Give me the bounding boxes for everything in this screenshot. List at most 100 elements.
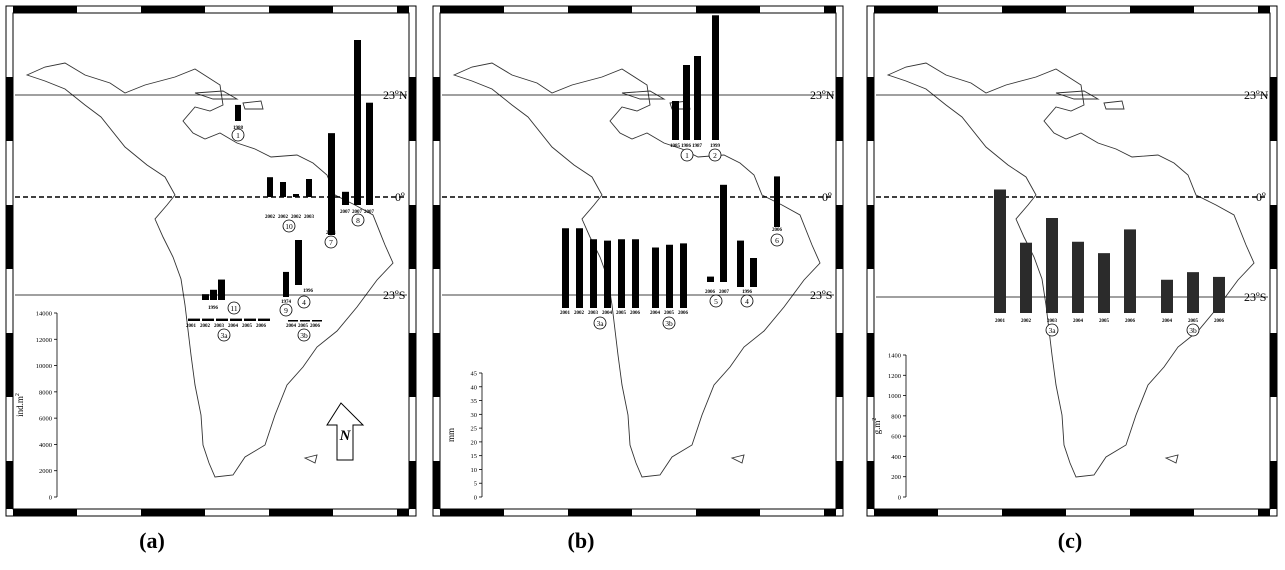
bar <box>202 294 209 300</box>
site-number-label: 3a <box>220 331 228 340</box>
panel-b-label: (b) <box>567 528 595 553</box>
site-number-circle <box>351 213 365 227</box>
bar <box>750 258 757 287</box>
year-label: 2006 <box>772 228 783 233</box>
site-number-circle <box>770 233 784 247</box>
site-number-circle <box>708 148 722 162</box>
y-axis-title-text: g.m <box>872 421 882 435</box>
y-axis-title-text: mm <box>446 428 456 442</box>
bar <box>218 279 225 300</box>
bar <box>604 240 611 308</box>
bar <box>1072 241 1084 313</box>
y-axis: 0 2000 4000 6000 8000 10000 12000 14000 ind.m2 <box>15 311 58 502</box>
y-tick-label: 0 <box>898 495 901 502</box>
site-8-bars: 2007 2007 2007 <box>340 40 375 215</box>
bar <box>230 318 242 321</box>
site-number-label: 3b <box>1189 326 1197 335</box>
site-number-circle <box>1186 323 1200 337</box>
bar <box>1213 276 1225 313</box>
bar <box>1020 242 1032 313</box>
year-label: 1996 <box>742 290 753 295</box>
bar <box>306 179 312 197</box>
bar <box>280 182 286 197</box>
bar <box>590 239 597 308</box>
y-tick-label: 0 <box>49 495 52 502</box>
site-number-label: 2 <box>713 151 717 160</box>
bar <box>1161 279 1173 313</box>
bar <box>328 133 335 235</box>
y-tick-label: 4000 <box>39 442 52 449</box>
y-tick-label: 35 <box>471 398 478 405</box>
y-tick-label: 5 <box>474 481 477 488</box>
bar <box>694 56 701 140</box>
site-4-bars: 1996 <box>737 240 757 295</box>
site-number-circle <box>227 301 241 315</box>
panel-a-svg: 23ºN0º23ºS020004000600080001000012000140… <box>5 5 417 517</box>
year-label: 2001 <box>326 231 337 236</box>
site-number-circle <box>231 128 245 142</box>
site-number-circle <box>709 294 723 308</box>
lat-label-north: 23ºN <box>1244 88 1269 102</box>
site-number-label: 3b <box>665 319 673 328</box>
y-tick-label: 1400 <box>888 353 901 360</box>
y-axis-title: g.m2 <box>872 418 882 435</box>
y-tick-label: 10 <box>471 467 478 474</box>
site-number-label: 4 <box>302 298 306 307</box>
y-tick-label: 800 <box>891 413 901 420</box>
site-number-label: 3a <box>596 319 604 328</box>
site-number-circle <box>1045 323 1059 337</box>
bar <box>300 320 310 322</box>
y-tick-label: 2000 <box>39 468 52 475</box>
year-label: 2005 <box>298 324 309 329</box>
year-label: 1988 <box>233 126 244 131</box>
map-frame-ticks <box>433 6 843 516</box>
bar <box>576 228 583 308</box>
north-arrow-shape <box>326 402 365 461</box>
year-label: 2006 <box>630 311 641 316</box>
year-label: 2006 <box>1214 319 1225 324</box>
falklands-coastline <box>1164 454 1179 464</box>
coastline-map <box>886 62 1255 478</box>
site-number-label: 1 <box>236 131 240 140</box>
year-label: 2005 <box>664 311 675 316</box>
bar <box>288 320 298 322</box>
year-label: 2002 <box>291 215 302 220</box>
site-number-circle <box>593 316 607 330</box>
bar <box>202 318 214 321</box>
bar <box>293 194 299 197</box>
year-label: 2004 <box>602 311 613 316</box>
site-5-bars: 2006 2007 <box>705 184 730 295</box>
bar <box>235 104 241 121</box>
site-4-bars: 1996 <box>295 240 314 294</box>
year-label: 2002 <box>574 311 585 316</box>
site-number-circle <box>680 148 694 162</box>
year-label: 2001 <box>186 324 197 329</box>
site-number-label: 4 <box>745 297 749 306</box>
year-label: 1985 <box>670 144 681 149</box>
bar <box>720 184 727 282</box>
y-axis: 0 5 10 15 20 25 30 35 40 45 mm <box>446 371 483 502</box>
bar <box>632 239 639 308</box>
bar <box>712 15 719 140</box>
north-arrow-label: N <box>339 428 352 444</box>
americas-coastline <box>452 62 821 478</box>
site-number-label: 1 <box>685 151 689 160</box>
bar <box>1046 218 1058 313</box>
y-tick-label: 25 <box>471 426 478 433</box>
panel-c-label: (c) <box>1057 528 1083 553</box>
year-label: 2004 <box>286 324 297 329</box>
panel-a-map-chart: 23ºN 0º 23ºS 0 2000 4000 6000 8000 10000 12000 140… <box>5 5 417 517</box>
year-label: 2007 <box>364 210 375 215</box>
year-label: 2003 <box>588 311 599 316</box>
bar <box>1187 272 1199 313</box>
bar <box>267 177 273 197</box>
year-label: 2007 <box>719 290 730 295</box>
panel-c-map-chart: 23ºN 0º 23ºS 0 200 400 600 800 1000 1200 1400 g.m2 2… <box>866 5 1278 517</box>
bar <box>258 318 270 321</box>
hispaniola-coastline <box>242 100 264 110</box>
site-11-bars: 1996 <box>202 279 225 311</box>
year-label: 1996 <box>303 289 314 294</box>
year-label: 2003 <box>1047 319 1058 324</box>
bar <box>216 318 228 321</box>
